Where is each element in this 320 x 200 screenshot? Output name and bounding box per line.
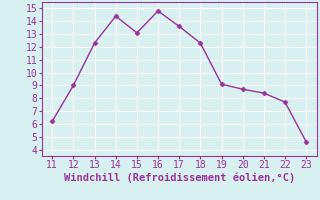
X-axis label: Windchill (Refroidissement éolien,°C): Windchill (Refroidissement éolien,°C) (64, 173, 295, 183)
